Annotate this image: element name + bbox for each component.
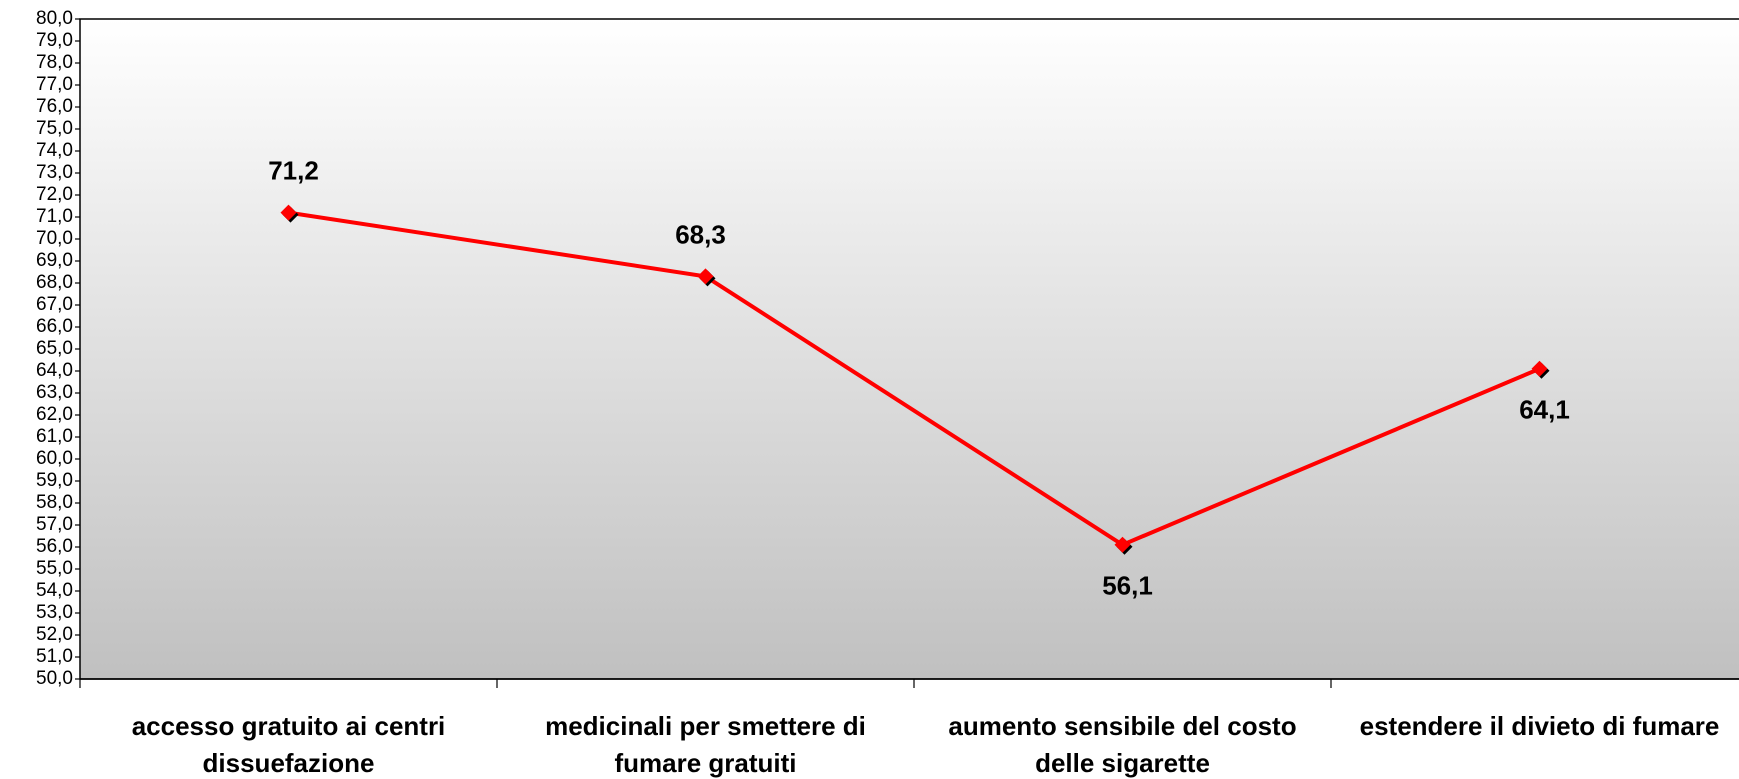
- y-tick-label: 80,0: [36, 8, 73, 29]
- y-tick-label: 57,0: [36, 514, 73, 535]
- y-tick-label: 71,0: [36, 206, 73, 227]
- y-tick-label: 62,0: [36, 404, 73, 425]
- y-tick-label: 63,0: [36, 382, 73, 403]
- data-label: 64,1: [1519, 395, 1570, 425]
- data-marker: [1531, 360, 1548, 377]
- y-tick-label: 64,0: [36, 360, 73, 381]
- y-tick-label: 54,0: [36, 580, 73, 601]
- y-tick-label: 61,0: [36, 426, 73, 447]
- data-line: [288, 210, 1541, 548]
- data-label: 71,2: [268, 155, 319, 185]
- y-tick-label: 68,0: [36, 272, 73, 293]
- y-tick-label: 55,0: [36, 558, 73, 579]
- y-tick-label: 67,0: [36, 294, 73, 315]
- data-label: 56,1: [1102, 571, 1153, 601]
- y-tick-label: 75,0: [36, 118, 73, 139]
- y-tick-label: 76,0: [36, 96, 73, 117]
- data-marker: [697, 268, 714, 285]
- y-tick-label: 79,0: [36, 30, 73, 51]
- y-tick-label: 60,0: [36, 448, 73, 469]
- x-tick-label: medicinali per smettere di fumare gratui…: [545, 711, 866, 778]
- y-tick-label: 72,0: [36, 184, 73, 205]
- y-tick-label: 69,0: [36, 250, 73, 271]
- y-tick-label: 52,0: [36, 624, 73, 645]
- y-tick-label: 73,0: [36, 162, 73, 183]
- y-tick-label: 74,0: [36, 140, 73, 161]
- x-tick-label: aumento sensibile del costo delle sigare…: [948, 711, 1297, 778]
- y-tick-label: 56,0: [36, 536, 73, 557]
- y-tick-label: 70,0: [36, 228, 73, 249]
- y-tick-label: 65,0: [36, 338, 73, 359]
- data-marker: [1114, 536, 1131, 553]
- y-tick-label: 59,0: [36, 470, 73, 491]
- x-tick-label: accesso gratuito ai centri dissuefazione: [131, 711, 446, 778]
- y-tick-label: 58,0: [36, 492, 73, 513]
- y-tick-label: 77,0: [36, 74, 73, 95]
- y-tick-label: 66,0: [36, 316, 73, 337]
- y-tick-label: 78,0: [36, 52, 73, 73]
- plot-area: [79, 18, 1739, 680]
- data-label: 68,3: [675, 219, 726, 249]
- x-tick-label: estendere il divieto di fumare: [1359, 711, 1720, 741]
- data-marker: [280, 204, 297, 221]
- y-tick-label: 51,0: [36, 646, 73, 667]
- y-tick-label: 50,0: [36, 668, 73, 689]
- y-tick-label: 53,0: [36, 602, 73, 623]
